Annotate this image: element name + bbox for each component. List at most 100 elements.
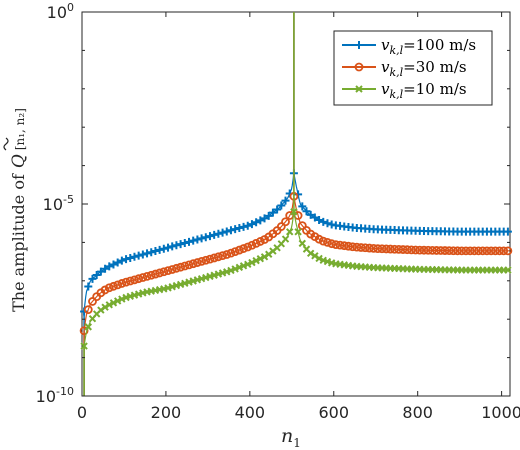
series-1-marker (381, 244, 391, 254)
series-1-marker (197, 257, 206, 266)
series-1-marker (419, 245, 429, 255)
series-0-marker (264, 211, 273, 220)
series-0-marker (315, 216, 324, 224)
series-1-marker (461, 246, 471, 256)
series-1-marker (495, 246, 504, 256)
series-layer (79, 12, 513, 396)
series-1-marker (411, 245, 420, 255)
series-2-marker (504, 266, 512, 274)
series-1-marker (138, 273, 148, 282)
series-2-marker (294, 228, 302, 236)
series-2-marker (252, 256, 260, 265)
series-2-marker (105, 301, 113, 309)
series-1-marker (373, 244, 383, 254)
series-0-marker (126, 253, 135, 262)
series-1-marker (146, 270, 156, 280)
x-tick-label: 600 (318, 403, 349, 422)
series-1-marker (172, 263, 181, 273)
series-1-marker (121, 277, 131, 287)
series-2-marker (260, 253, 269, 261)
legend: vk,l=100 m/svk,l=30 m/svk,l=10 m/s (333, 30, 493, 106)
series-0-marker (226, 226, 235, 235)
series-0-marker (210, 230, 219, 239)
series-2-marker (298, 239, 307, 248)
series-1-marker (255, 237, 265, 246)
series-1-marker (348, 242, 358, 252)
series-1-marker (331, 240, 341, 249)
series-2-marker (113, 297, 122, 305)
y-axis-label: The amplitude of Q [n₁, n₂] (3, 108, 29, 312)
series-0 (80, 12, 512, 396)
series-0-marker (96, 267, 105, 276)
series-2-marker (248, 258, 256, 267)
series-1-marker (344, 241, 353, 251)
x-tick-label: 0 (77, 403, 87, 422)
series-1-marker (490, 246, 500, 256)
series-0-marker (130, 252, 139, 261)
series-0-marker (193, 235, 202, 244)
series-1-marker (423, 245, 433, 255)
series-1-marker (390, 244, 400, 254)
series-1-marker (125, 276, 135, 286)
series-0-marker (218, 228, 227, 237)
series-1-marker (398, 245, 408, 254)
y-tick-label: 10-5 (43, 193, 74, 214)
legend-label-1: vk,l=30 m/s (381, 58, 467, 79)
series-0-marker (256, 216, 265, 225)
series-1-marker (243, 242, 253, 252)
series-1-marker (465, 246, 475, 256)
series-1-marker (318, 236, 328, 246)
series-0-marker (122, 255, 131, 264)
x-axis-label-main: n (281, 425, 293, 447)
series-1-marker (180, 261, 190, 271)
series-0-marker (243, 221, 252, 230)
series-0-marker (105, 262, 114, 271)
x-tick-label: 800 (402, 403, 433, 422)
series-1-marker (134, 274, 144, 284)
series-0-marker (281, 196, 290, 205)
series-0-marker (168, 242, 177, 251)
series-0-marker (260, 214, 269, 223)
series-1-marker (113, 280, 123, 290)
series-0-marker (323, 219, 332, 228)
y-tick-label-base: 10 (36, 387, 56, 406)
series-1-marker (503, 246, 513, 256)
series-1-marker (117, 279, 127, 288)
series-1-marker (83, 305, 93, 315)
series-0-marker (252, 218, 261, 227)
legend-label-0: vk,l=100 m/s (381, 36, 476, 57)
y-axis-label-tilde (3, 137, 9, 151)
series-1-marker (386, 244, 395, 254)
series-1-marker (205, 254, 215, 264)
series-1-marker (239, 244, 248, 253)
series-0-marker (155, 245, 164, 254)
series-0-marker (214, 229, 223, 238)
series-0-marker (205, 232, 214, 241)
y-tick-label-base: 10 (47, 3, 67, 22)
series-0-marker (138, 250, 147, 259)
legend-marker-1 (354, 62, 364, 72)
x-axis-label-sub: 1 (293, 436, 301, 450)
series-2-marker (256, 255, 265, 263)
series-0-marker (143, 249, 152, 258)
y-axis-label-args: [n₁, n₂] (13, 108, 27, 150)
y-tick-label-exponent: 0 (67, 1, 74, 14)
series-1-marker (323, 237, 332, 247)
series-1-marker (176, 262, 186, 272)
y-tick-label-base: 10 (43, 195, 63, 214)
x-axis-label: n1 (281, 425, 301, 450)
series-1-marker (281, 217, 290, 227)
series-1-marker (100, 285, 110, 295)
x-tick-label: 200 (151, 403, 182, 422)
series-2-marker (84, 323, 93, 331)
series-0-marker (117, 256, 126, 265)
series-1-marker (432, 246, 441, 255)
series-0-marker (109, 260, 118, 269)
series-1-marker (314, 234, 324, 244)
series-1-marker (427, 245, 437, 255)
series-1-marker (335, 240, 345, 250)
series-0-marker (172, 241, 181, 250)
series-1-marker (369, 243, 379, 253)
series-1-marker (184, 260, 194, 270)
series-1-marker (482, 246, 492, 256)
